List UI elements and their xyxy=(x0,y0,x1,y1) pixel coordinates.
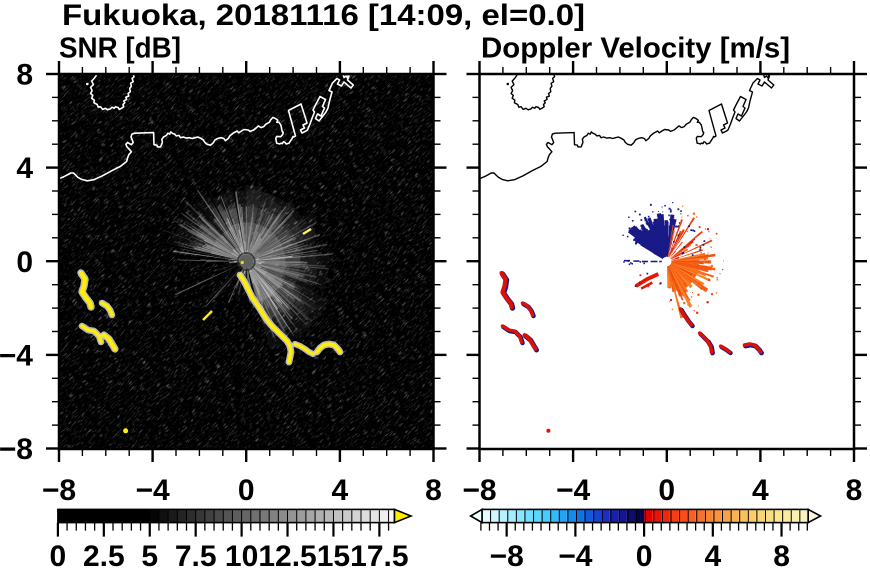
svg-text:−8: −8 xyxy=(462,474,496,507)
svg-text:−4: −4 xyxy=(556,474,591,507)
svg-text:8: 8 xyxy=(773,540,790,570)
svg-text:7.5: 7.5 xyxy=(175,540,217,570)
svg-text:0: 0 xyxy=(238,474,255,507)
svg-text:−8: −8 xyxy=(490,540,524,570)
svg-text:0: 0 xyxy=(636,540,653,570)
svg-text:−4: −4 xyxy=(0,339,33,372)
svg-text:4: 4 xyxy=(704,540,721,570)
svg-text:4: 4 xyxy=(752,474,769,507)
svg-text:−8: −8 xyxy=(0,433,33,466)
svg-text:10: 10 xyxy=(225,540,258,570)
svg-text:17.5: 17.5 xyxy=(350,540,408,570)
svg-text:0: 0 xyxy=(50,540,67,570)
svg-text:2.5: 2.5 xyxy=(83,540,125,570)
svg-text:8: 8 xyxy=(846,474,863,507)
svg-text:8: 8 xyxy=(16,59,33,92)
svg-text:0: 0 xyxy=(658,474,675,507)
svg-text:5: 5 xyxy=(141,540,158,570)
svg-text:4: 4 xyxy=(332,474,349,507)
svg-text:−4: −4 xyxy=(136,474,171,507)
svg-text:−8: −8 xyxy=(42,474,76,507)
svg-text:15: 15 xyxy=(317,540,350,570)
svg-text:8: 8 xyxy=(425,474,442,507)
svg-text:12.5: 12.5 xyxy=(258,540,316,570)
svg-text:0: 0 xyxy=(16,246,33,279)
svg-text:4: 4 xyxy=(16,152,33,185)
svg-text:Doppler Velocity [m/s]: Doppler Velocity [m/s] xyxy=(481,33,790,65)
svg-text:SNR [dB]: SNR [dB] xyxy=(59,33,181,65)
svg-text:−4: −4 xyxy=(558,540,593,570)
svg-text:Fukuoka, 20181116 [14:09, el=0: Fukuoka, 20181116 [14:09, el=0.0] xyxy=(62,0,585,32)
